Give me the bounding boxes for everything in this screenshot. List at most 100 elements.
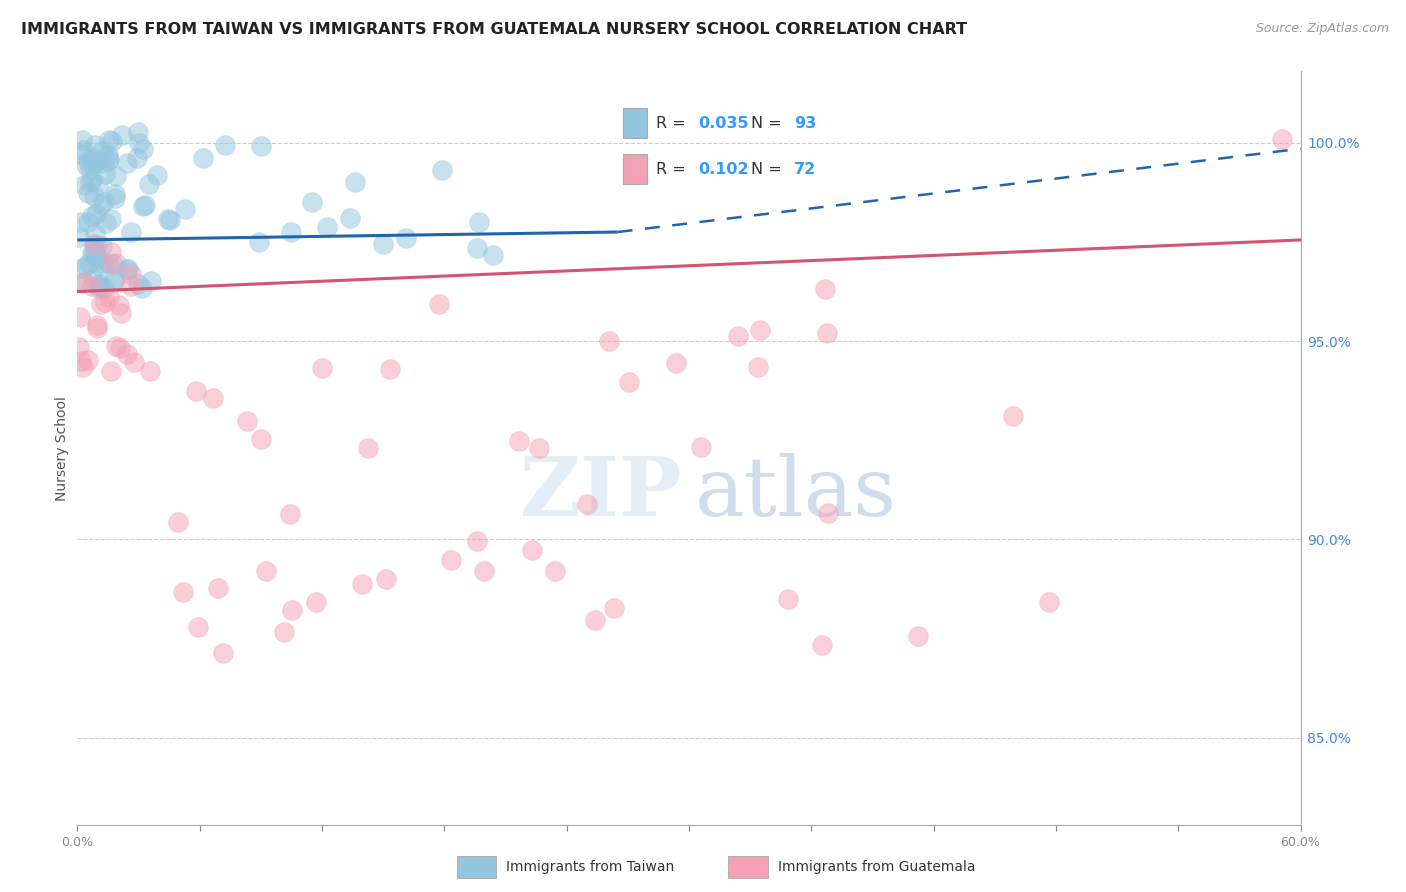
Point (212, 646, 235, 660)
Point (301, 194, 323, 209)
Point (89, 281, 111, 295)
Point (76, 352, 98, 367)
Point (97, 154, 120, 169)
Point (619, 376, 641, 390)
Point (139, 364, 162, 378)
Point (117, 261, 139, 276)
Point (120, 267, 142, 281)
Point (1038, 595, 1060, 609)
Point (544, 564, 567, 578)
Point (93, 255, 115, 269)
Point (472, 564, 495, 578)
Point (115, 156, 138, 170)
Point (186, 384, 208, 398)
Point (214, 138, 236, 153)
Point (1001, 409, 1024, 424)
Point (598, 334, 620, 348)
Point (482, 248, 505, 262)
Point (82, 172, 104, 186)
Point (84, 207, 107, 221)
Point (508, 434, 530, 448)
Point (191, 151, 214, 165)
Point (159, 212, 181, 227)
Point (100, 364, 122, 378)
Point (583, 613, 606, 627)
Point (236, 414, 259, 428)
Point (575, 497, 598, 511)
Point (91, 155, 114, 169)
Text: 93: 93 (794, 116, 815, 131)
Point (70, 133, 93, 147)
Text: N =: N = (751, 161, 787, 177)
Point (97, 290, 120, 304)
Point (80, 151, 103, 165)
Point (89, 278, 111, 293)
Point (127, 125, 149, 139)
Point (247, 235, 270, 249)
Point (371, 236, 394, 251)
Point (201, 392, 224, 406)
Point (111, 128, 134, 142)
Point (77, 154, 100, 169)
Point (72, 178, 94, 192)
Point (138, 177, 160, 191)
Point (350, 576, 373, 591)
Point (747, 360, 769, 375)
Point (105, 339, 128, 353)
Point (131, 281, 153, 295)
Point (90, 144, 112, 158)
Point (107, 298, 129, 312)
Point (814, 282, 837, 296)
Point (174, 202, 197, 216)
Point (94, 294, 117, 309)
Point (125, 151, 148, 165)
Text: 0.035: 0.035 (699, 116, 749, 131)
Point (83, 244, 105, 259)
Point (83, 238, 105, 252)
Point (80, 279, 103, 293)
FancyBboxPatch shape (623, 154, 647, 185)
Point (87, 277, 110, 291)
Point (104, 191, 127, 205)
Point (132, 142, 155, 156)
Point (86, 321, 108, 335)
Text: 0.102: 0.102 (699, 161, 749, 177)
Point (83, 138, 105, 153)
Point (86, 318, 108, 332)
Point (72, 360, 94, 375)
Point (430, 163, 453, 178)
Point (817, 506, 839, 520)
Point (122, 354, 145, 368)
Point (103, 276, 125, 290)
Text: 72: 72 (794, 161, 815, 177)
Point (80, 246, 103, 260)
Point (72, 276, 94, 290)
Point (778, 591, 800, 606)
Point (77, 186, 100, 200)
Point (249, 432, 271, 446)
Text: Source: ZipAtlas.com: Source: ZipAtlas.com (1256, 22, 1389, 36)
Text: N =: N = (751, 116, 787, 131)
Point (187, 620, 209, 634)
Point (83, 156, 105, 170)
Text: Immigrants from Guatemala: Immigrants from Guatemala (778, 860, 974, 874)
Point (141, 274, 163, 288)
Point (69, 215, 91, 229)
Text: ZIP: ZIP (520, 453, 683, 533)
Text: R =: R = (657, 116, 692, 131)
Point (89, 259, 111, 273)
Point (378, 362, 401, 376)
Point (120, 278, 142, 293)
Point (339, 211, 361, 226)
Point (374, 572, 396, 586)
Point (72, 146, 94, 161)
Point (249, 138, 271, 153)
Point (103, 271, 125, 285)
Point (70, 353, 93, 368)
Point (67, 340, 90, 354)
Point (100, 212, 122, 227)
Point (94, 216, 117, 230)
Point (83, 189, 105, 203)
Point (527, 442, 550, 456)
Point (468, 215, 491, 229)
